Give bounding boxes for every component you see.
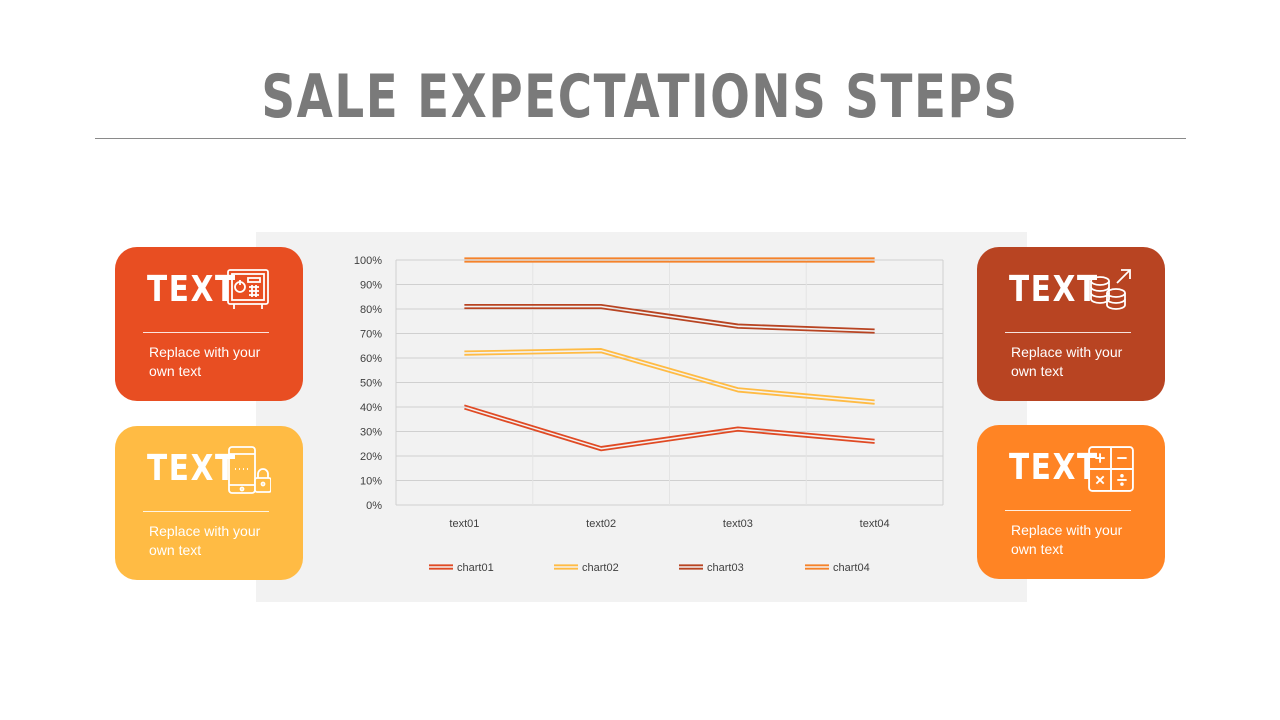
legend-label: chart04	[833, 562, 870, 574]
x-tick-label: text02	[586, 518, 616, 530]
card-heading: TEXT	[1009, 269, 1099, 310]
y-tick-label: 20%	[360, 451, 382, 463]
y-tick-label: 40%	[360, 402, 382, 414]
mobile-lock-icon	[228, 446, 271, 494]
card-heading: TEXT	[147, 448, 237, 489]
y-tick-label: 80%	[360, 304, 382, 316]
card-bottom-left: TEXT Replace with your own text	[115, 426, 303, 580]
coins-growth-icon	[1090, 269, 1131, 310]
x-tick-label: text03	[723, 518, 753, 530]
series-line-chart01	[464, 407, 875, 452]
card-text: Replace with your own text	[1011, 344, 1123, 379]
series-line-chart02	[464, 348, 875, 402]
card-divider	[143, 511, 269, 512]
series-line-chart03	[464, 307, 875, 334]
series-line-chart03	[464, 303, 875, 331]
card-bottom-right: TEXT Replace with your own text	[977, 425, 1165, 579]
y-tick-label: 0%	[366, 500, 382, 512]
card-text: Replace with your own text	[149, 523, 261, 558]
card-heading: TEXT	[147, 269, 237, 310]
card-text: Replace with your own text	[1011, 522, 1123, 557]
legend-label: chart02	[582, 562, 619, 574]
card-divider	[143, 332, 269, 333]
legend-label: chart01	[457, 562, 494, 574]
y-tick-label: 90%	[360, 280, 382, 292]
card-top-left: TEXT Replace with your own text	[115, 247, 303, 401]
card-divider	[1005, 510, 1131, 511]
series-line-chart02	[464, 351, 875, 405]
card-text: Replace with your own text	[149, 344, 261, 379]
y-tick-label: 10%	[360, 476, 382, 488]
line-chart: 0% 10% 20% 30% 40% 50% 60% 70% 80% 90% 100% text01 t…	[354, 255, 944, 574]
calculator-icon	[1088, 446, 1134, 492]
y-tick-label: 50%	[360, 378, 382, 390]
card-top-right: TEXT Replace with your own text	[977, 247, 1165, 401]
y-tick-label: 70%	[360, 329, 382, 341]
y-tick-label: 30%	[360, 427, 382, 439]
chart-background	[256, 232, 1027, 602]
card-divider	[1005, 332, 1131, 333]
series-line-chart01	[464, 404, 875, 448]
x-tick-label: text01	[449, 518, 479, 530]
title-divider	[95, 138, 1186, 139]
card-heading: TEXT	[1009, 447, 1099, 488]
x-tick-label: text04	[860, 518, 890, 530]
page-title: SALE EXPECTATIONS STEPS	[261, 62, 1019, 132]
safe-icon	[227, 269, 269, 309]
legend-label: chart03	[707, 562, 744, 574]
y-tick-label: 60%	[360, 353, 382, 365]
y-tick-label: 100%	[354, 255, 382, 267]
